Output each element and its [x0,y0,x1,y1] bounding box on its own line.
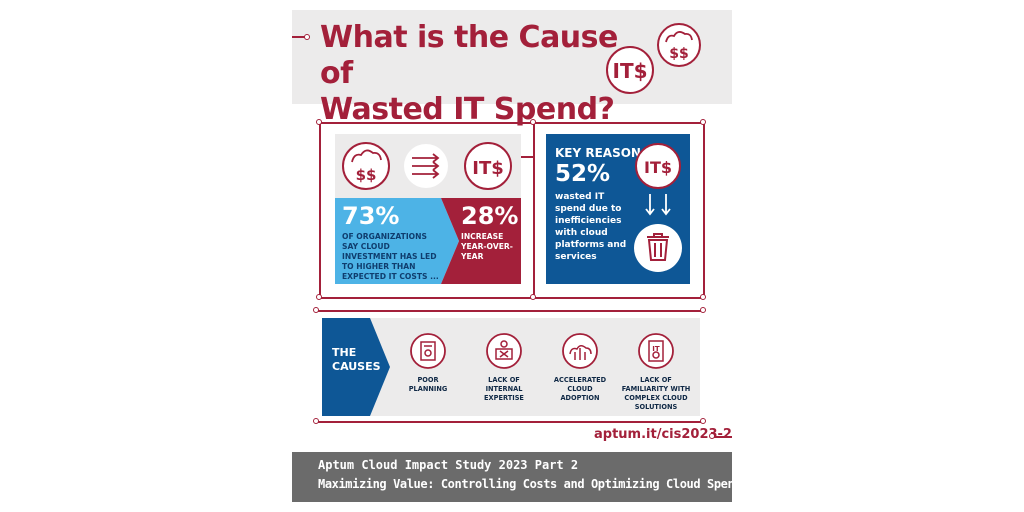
trash-icon [647,233,669,261]
frame-bottom-line [319,297,705,299]
complex-solutions-icon: IT [638,333,674,369]
page-title: What is the Cause of Wasted IT Spend? [320,20,620,128]
it-dollar-text: IT$ [613,59,648,83]
causes-label: THE CAUSES [332,346,381,374]
footer-line-2: Maximizing Value: Controlling Costs and … [318,477,742,491]
svg-text:IT: IT [652,345,660,353]
frame-middle-line [533,122,535,298]
key-reason-value: 52% [555,161,611,187]
link-connector-node [709,433,715,439]
footer-band [292,452,732,502]
title-panel [292,10,732,104]
cloud-adoption-icon [562,333,598,369]
causes-label-line-1: THE [332,346,357,359]
causes-bottom-line [316,421,705,423]
footer-line-1: Aptum Cloud Impact Study 2023 Part 2 [318,458,579,472]
cause-label-lack-familiarity: LACK OF FAMILIARITY WITH COMPLEX CLOUD S… [621,376,691,411]
link-connector-line [712,436,732,438]
cause-label-poor-planning: POOR PLANNING [408,376,448,393]
cloud-dollar-icon: $$ [657,23,701,67]
frame-node [313,307,319,313]
frame-node [530,119,536,125]
frame-node [700,294,706,300]
title-line-1: What is the Cause of [320,20,618,91]
cause-label-accelerated-adoption: ACCELERATED CLOUD ADOPTION [553,376,607,402]
frame-node [313,418,319,424]
key-reason-text: wasted IT spend due to inefficiencies wi… [555,192,627,262]
title-connector-node [304,34,310,40]
svg-text:IT$: IT$ [472,158,504,179]
it-dollar-icon: IT$ [464,142,512,190]
stat-73-value: 73% [342,202,400,230]
frame-left-line [319,122,321,298]
title-line-2: Wasted IT Spend? [320,92,615,127]
causes-label-line-2: CAUSES [332,360,381,373]
stat-73-text: OF ORGANIZATIONS SAY CLOUD INVESTMENT HA… [342,232,439,281]
cloud-dollar-icon: $$ [342,142,390,190]
it-dollar-icon: IT$ [606,46,654,94]
key-reason-title: KEY REASON [555,146,641,160]
title-connector-line [292,36,306,38]
causes-chevron [322,318,390,416]
frame-node [530,294,536,300]
stat-28-text: INCREASE YEAR-OVER-YEAR [461,232,513,261]
frame-node [316,119,322,125]
frame-top-line [319,122,705,124]
svg-text:$$: $$ [669,46,688,62]
connector-line [521,156,535,158]
causes-top-line [316,310,705,312]
key-reason-icons: IT$ [634,143,682,272]
frame-node [316,294,322,300]
planning-icon [410,333,446,369]
cause-label-lack-expertise: LACK OF INTERNAL EXPERTISE [484,376,524,402]
frame-node [700,418,706,424]
expertise-icon [486,333,522,369]
study-link[interactable]: aptum.it/cis2023-2 [594,427,732,442]
frame-node [700,307,706,313]
arrows-icon [404,144,448,188]
stat-background [335,198,521,284]
frame-right-line [703,122,705,298]
frame-node [700,119,706,125]
svg-text:$$: $$ [356,166,377,184]
stat-28-value: 28% [461,202,519,230]
svg-text:IT$: IT$ [644,158,672,177]
